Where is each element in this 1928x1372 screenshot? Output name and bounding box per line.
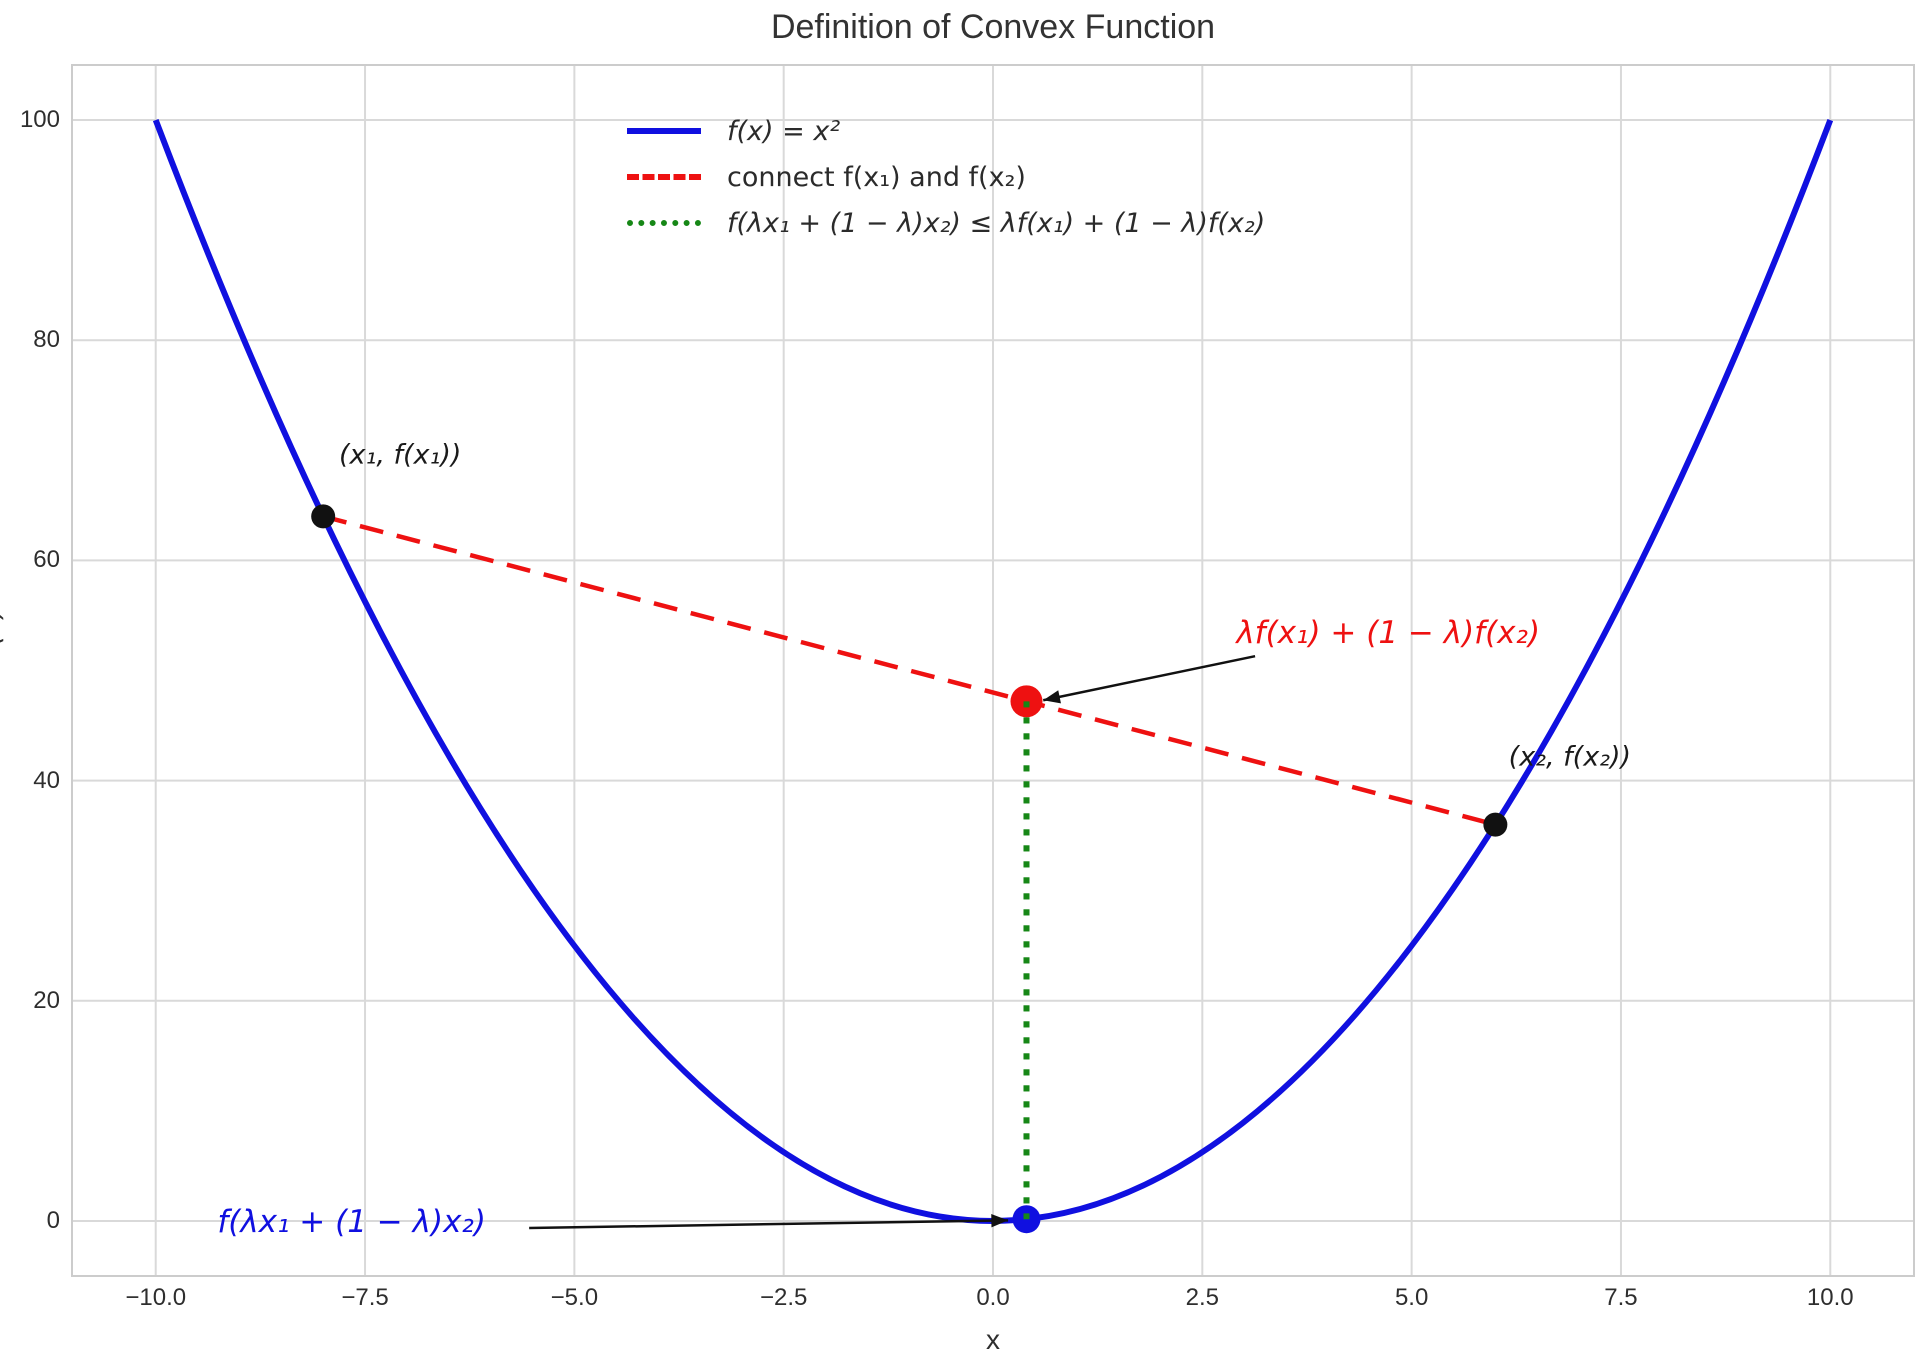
legend-entry: connect f(x₁) and f(x₂) xyxy=(627,154,1265,200)
point-label-x2: (x₂, f(x₂)) xyxy=(1508,741,1632,773)
chord-value-label: λf(x₁) + (1 − λ)f(x₂) xyxy=(1236,615,1541,652)
legend-label: f(x) = x² xyxy=(727,115,841,147)
x-tick-label: 10.0 xyxy=(1806,1284,1854,1311)
x-tick-label: 2.5 xyxy=(1185,1284,1219,1311)
curve-value-label-arrowhead xyxy=(991,1213,1009,1228)
legend-swatch-dashed-icon xyxy=(627,174,701,180)
point-x1 xyxy=(311,504,336,529)
x-tick-label: 7.5 xyxy=(1604,1284,1638,1311)
plot-border xyxy=(71,64,1915,1277)
curve-value-label-arrow xyxy=(529,1219,1009,1230)
y-tick-label: 0 xyxy=(46,1206,60,1234)
chord-value-label-arrow xyxy=(1042,654,1256,702)
point-x2 xyxy=(1483,812,1508,837)
x-tick-label: −7.5 xyxy=(341,1284,389,1311)
x-tick-label: −5.0 xyxy=(550,1284,599,1311)
legend-label: connect f(x₁) and f(x₂) xyxy=(727,161,1026,193)
x-tick-label: −2.5 xyxy=(759,1284,808,1311)
series-chord xyxy=(322,514,1496,827)
x-tick-label: 5.0 xyxy=(1394,1284,1429,1311)
x-tick-label: −10.0 xyxy=(125,1284,187,1311)
y-tick-label: 80 xyxy=(33,326,60,354)
legend-entry: f(λx₁ + (1 − λ)x₂) ≤ λf(x₁) + (1 − λ)f(x… xyxy=(627,200,1265,246)
legend-entry: f(x) = x² xyxy=(627,108,1265,154)
y-axis-label: f(x) xyxy=(0,607,7,656)
legend-swatch-solid-icon xyxy=(627,128,701,134)
curve-value-label: f(λx₁ + (1 − λ)x₂) xyxy=(217,1204,486,1241)
chord-value-label-arrowhead xyxy=(1043,690,1061,704)
y-tick-label: 100 xyxy=(19,106,60,134)
legend: f(x) = x² connect f(x₁) and f(x₂) f(λx₁ + … xyxy=(627,108,1265,246)
x-tick-label: 0.0 xyxy=(976,1284,1010,1311)
y-tick-label: 40 xyxy=(33,766,60,794)
legend-swatch-dotted-icon xyxy=(627,220,701,226)
point-label-x1: (x₁, f(x₁)) xyxy=(338,439,462,471)
y-tick-label: 20 xyxy=(33,986,60,1014)
chart-title: Definition of Convex Function xyxy=(770,8,1216,46)
x-axis-label: x xyxy=(986,1324,1000,1355)
legend-label: f(λx₁ + (1 − λ)x₂) ≤ λf(x₁) + (1 − λ)f(x… xyxy=(727,207,1266,239)
y-tick-label: 60 xyxy=(33,546,60,574)
